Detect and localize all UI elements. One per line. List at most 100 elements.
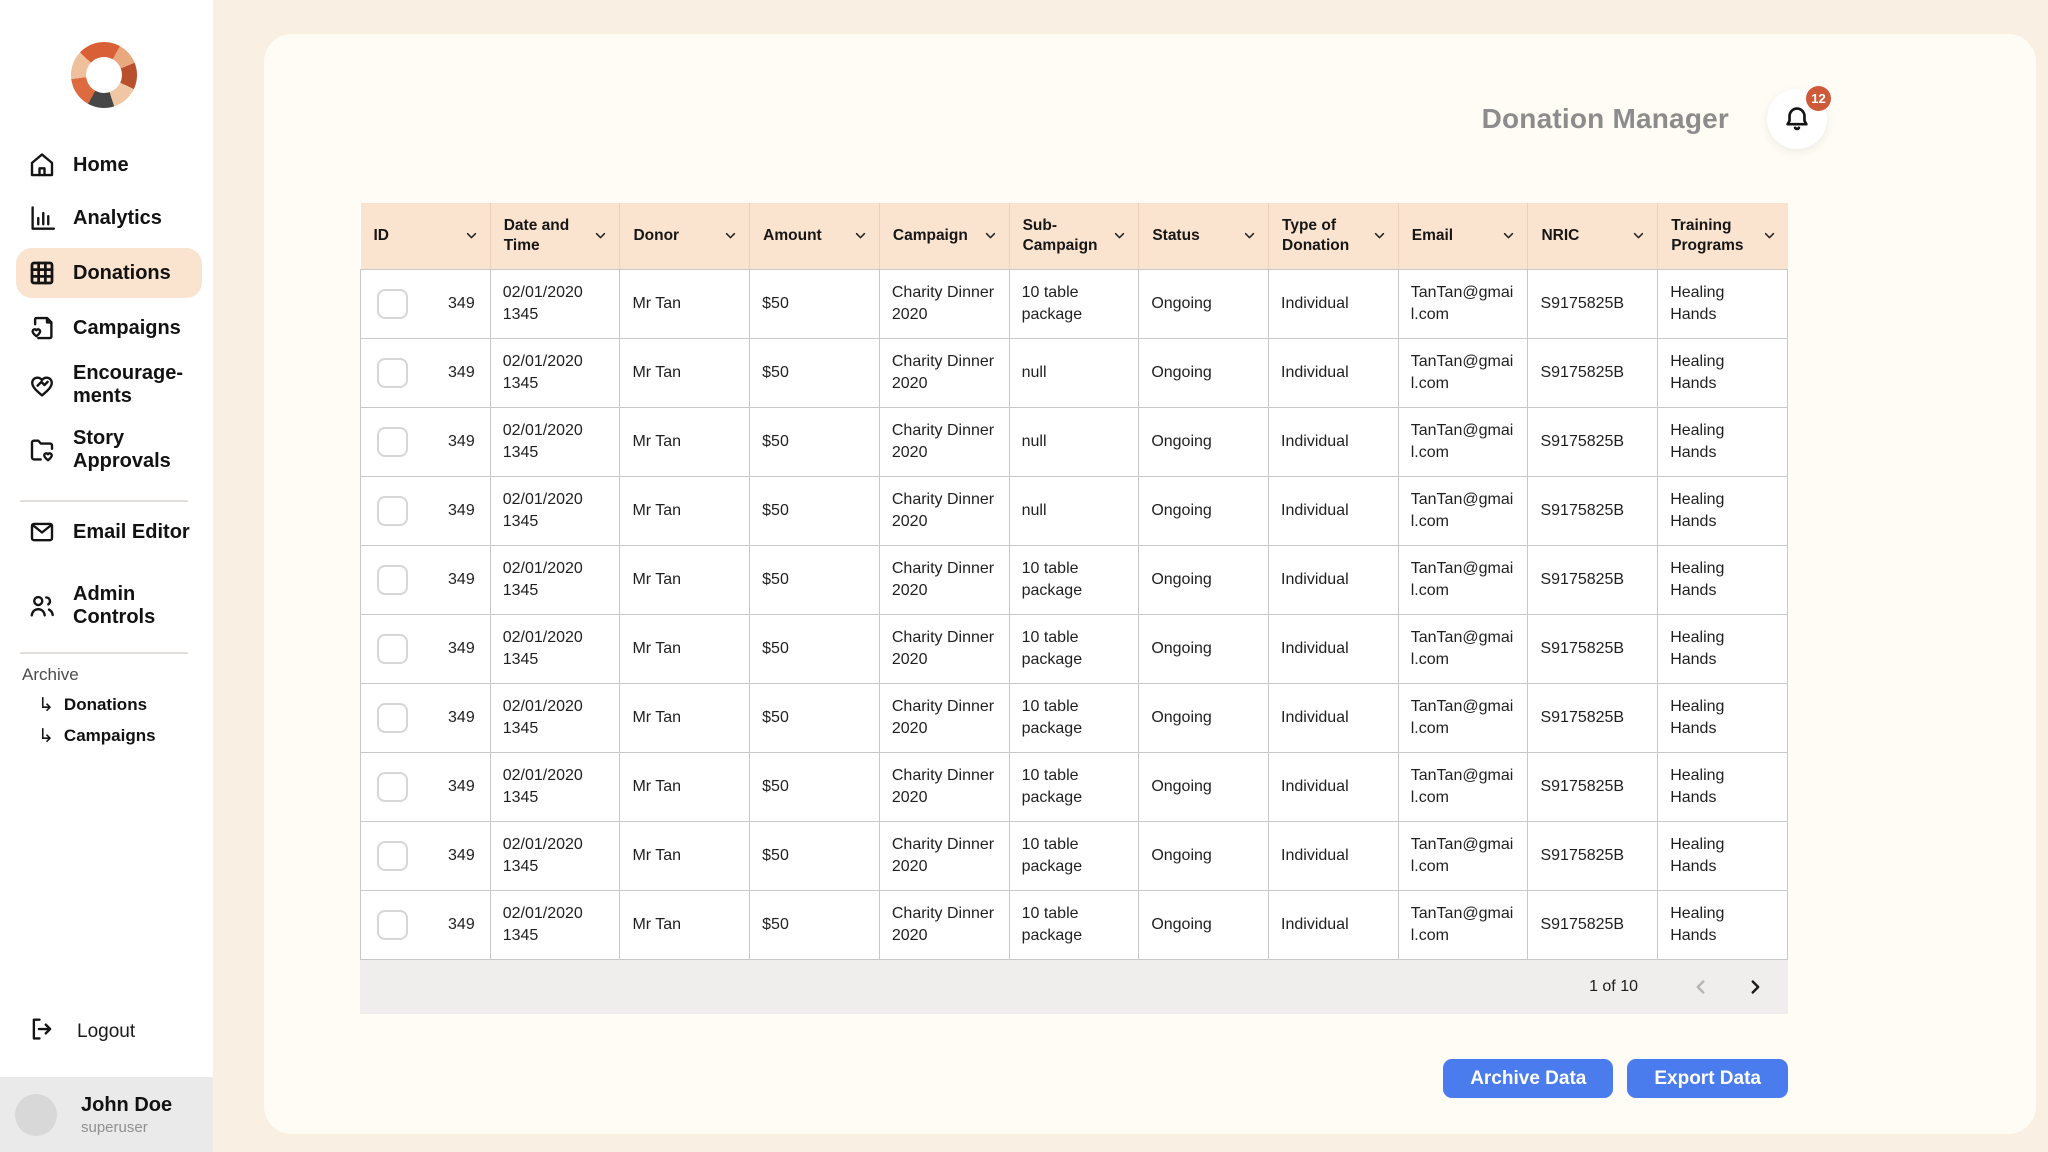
archive-data-button[interactable]: Archive Data <box>1443 1059 1614 1098</box>
table-actions: Archive Data Export Data <box>360 1059 1788 1098</box>
grid-icon <box>27 258 57 288</box>
row-checkbox[interactable] <box>377 357 408 388</box>
column-header[interactable]: ID <box>360 203 491 270</box>
chevron-down-icon <box>1244 233 1255 239</box>
donation-id-value: 349 <box>448 708 475 726</box>
cell-datetime: 02/01/2020 1345 <box>489 475 621 546</box>
cell-id: 349 <box>360 751 491 822</box>
row-checkbox[interactable] <box>377 288 408 319</box>
cell-donor: Mr Tan <box>619 406 751 477</box>
cell-sub-campaign: null <box>1008 337 1140 408</box>
column-header[interactable]: Date and Time <box>490 203 621 270</box>
page-header: Donation Manager 12 <box>360 86 1831 149</box>
cell-donor: Mr Tan <box>619 889 751 960</box>
cell-sub-campaign: 10 table package <box>1008 820 1140 891</box>
user-profile[interactable]: John Doe superuser <box>0 1077 213 1152</box>
column-header[interactable]: Status <box>1138 203 1270 270</box>
row-checkbox[interactable] <box>377 495 408 526</box>
cell-status: Ongoing <box>1138 544 1270 615</box>
pagination-prev-button[interactable] <box>1686 972 1716 1002</box>
column-header[interactable]: Training Programs <box>1657 203 1788 270</box>
column-header[interactable]: Type of Donation <box>1268 203 1399 270</box>
cell-datetime: 02/01/2020 1345 <box>489 682 621 753</box>
cell-email: TanTan@gmail.com <box>1397 475 1529 546</box>
cell-training-programs: Healing Hands <box>1657 544 1788 615</box>
cell-nric: S9175825B <box>1527 544 1659 615</box>
cell-type-of-donation: Individual <box>1268 889 1399 960</box>
cell-amount: $50 <box>749 889 880 960</box>
column-header-label: Email <box>1411 226 1454 244</box>
table-row: 349 02/01/2020 1345 Mr Tan $50 Charity D… <box>360 475 1788 546</box>
cell-amount: $50 <box>749 820 880 891</box>
row-checkbox[interactable] <box>377 840 408 871</box>
donation-id-value: 349 <box>448 294 475 312</box>
sidebar-item-label: Analytics <box>73 206 162 229</box>
column-header[interactable]: Sub-Campaign <box>1009 203 1140 270</box>
column-header[interactable]: Donor <box>619 203 751 270</box>
column-header[interactable]: Amount <box>749 203 880 270</box>
cell-training-programs: Healing Hands <box>1657 751 1788 822</box>
row-checkbox[interactable] <box>377 564 408 595</box>
cell-id: 349 <box>360 544 491 615</box>
cell-nric: S9175825B <box>1527 613 1659 684</box>
row-checkbox[interactable] <box>377 771 408 802</box>
cell-sub-campaign: null <box>1008 406 1140 477</box>
row-checkbox[interactable] <box>377 909 408 940</box>
return-arrow-icon: ↳ <box>38 725 54 747</box>
column-header-label: Date and Time <box>503 216 570 254</box>
user-name: John Doe <box>81 1093 173 1116</box>
notifications-button[interactable]: 12 <box>1767 86 1831 149</box>
column-header[interactable]: NRIC <box>1527 203 1659 270</box>
sidebar-item-archive-donations[interactable]: ↳ Donations <box>38 695 147 715</box>
sidebar-item-email-editor[interactable]: Email Editor <box>27 517 203 547</box>
cell-status: Ongoing <box>1138 751 1270 822</box>
cell-email: TanTan@gmail.com <box>1397 889 1529 960</box>
cell-email: TanTan@gmail.com <box>1397 268 1529 339</box>
cell-status: Ongoing <box>1138 820 1270 891</box>
sidebar-item-campaigns[interactable]: Campaigns <box>27 313 203 343</box>
sidebar-item-donations[interactable]: Donations <box>27 258 203 288</box>
cell-donor: Mr Tan <box>619 268 751 339</box>
column-header-label: Amount <box>763 226 822 244</box>
logout-button[interactable]: Logout <box>27 1014 203 1049</box>
sidebar-item-analytics[interactable]: Analytics <box>27 203 203 233</box>
archive-item-label: Donations <box>63 695 148 714</box>
export-data-button[interactable]: Export Data <box>1627 1059 1788 1098</box>
column-header-label: Sub-Campaign <box>1022 216 1098 254</box>
cell-nric: S9175825B <box>1527 889 1659 960</box>
donation-id-value: 349 <box>448 501 475 519</box>
cell-sub-campaign: 10 table package <box>1008 613 1140 684</box>
cell-datetime: 02/01/2020 1345 <box>489 406 621 477</box>
sidebar-item-encouragements[interactable]: Encourage-ments <box>27 362 203 408</box>
cell-email: TanTan@gmail.com <box>1397 682 1529 753</box>
cell-email: TanTan@gmail.com <box>1397 613 1529 684</box>
column-header[interactable]: Campaign <box>879 203 1010 270</box>
cell-training-programs: Healing Hands <box>1657 682 1788 753</box>
cell-campaign: Charity Dinner 2020 <box>878 475 1010 546</box>
column-header[interactable]: Email <box>1398 203 1529 270</box>
row-checkbox[interactable] <box>377 702 408 733</box>
sidebar-item-admin-controls[interactable]: Admin Controls <box>27 583 203 629</box>
sidebar-item-home[interactable]: Home <box>27 150 203 180</box>
sidebar-item-archive-campaigns[interactable]: ↳ Campaigns <box>38 726 156 746</box>
column-header-label: Status <box>1152 226 1200 244</box>
sidebar-item-story-approvals[interactable]: Story Approvals <box>27 427 203 473</box>
cell-sub-campaign: 10 table package <box>1008 889 1140 960</box>
row-checkbox[interactable] <box>377 633 408 664</box>
cell-sub-campaign: 10 table package <box>1008 751 1140 822</box>
cell-training-programs: Healing Hands <box>1657 337 1788 408</box>
donation-id-value: 349 <box>448 639 475 657</box>
cell-sub-campaign: 10 table package <box>1008 682 1140 753</box>
avatar <box>15 1093 57 1136</box>
table-row: 349 02/01/2020 1345 Mr Tan $50 Charity D… <box>360 751 1788 822</box>
chevron-down-icon <box>1504 233 1514 239</box>
chevron-down-icon <box>1115 233 1125 239</box>
row-checkbox[interactable] <box>377 426 408 457</box>
cell-amount: $50 <box>749 544 880 615</box>
table-row: 349 02/01/2020 1345 Mr Tan $50 Charity D… <box>360 682 1788 753</box>
cell-id: 349 <box>360 475 491 546</box>
pagination-next-button[interactable] <box>1740 972 1770 1002</box>
sidebar-item-label: Home <box>73 153 129 176</box>
cell-campaign: Charity Dinner 2020 <box>878 544 1010 615</box>
cell-nric: S9175825B <box>1527 475 1659 546</box>
